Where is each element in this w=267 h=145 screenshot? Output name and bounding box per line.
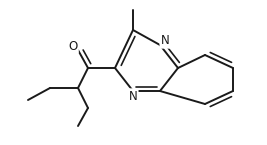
Text: O: O <box>68 39 78 52</box>
Text: N: N <box>161 35 169 48</box>
Text: N: N <box>129 89 138 103</box>
